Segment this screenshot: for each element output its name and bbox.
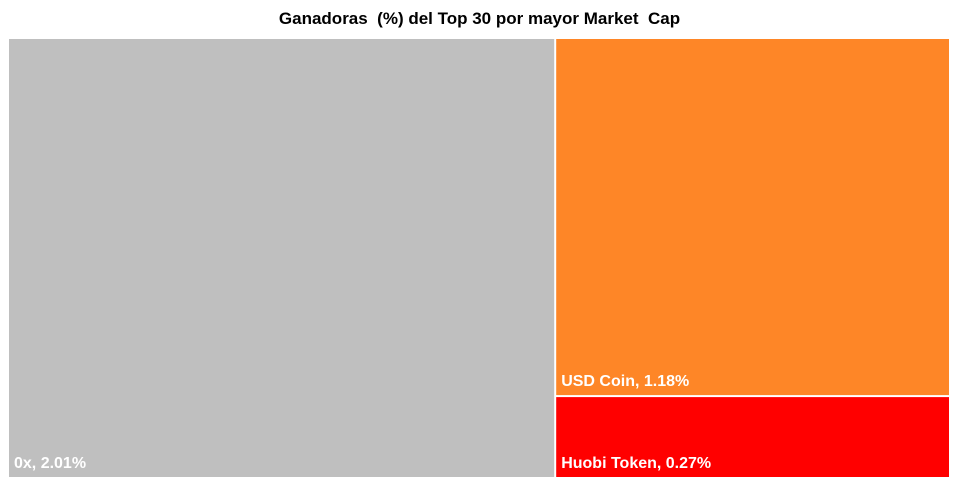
treemap-tile-huobi-token: [556, 397, 949, 477]
treemap-label-0x: 0x, 2.01%: [14, 455, 86, 472]
chart-title: Ganadoras (%) del Top 30 por mayor Marke…: [278, 9, 681, 28]
treemap-tile-usd-coin: [556, 39, 949, 396]
treemap-label-huobi-token: Huobi Token, 0.27%: [561, 455, 711, 472]
treemap-tile-0x: [9, 39, 555, 477]
treemap-label-usd-coin: USD Coin, 1.18%: [561, 373, 689, 390]
